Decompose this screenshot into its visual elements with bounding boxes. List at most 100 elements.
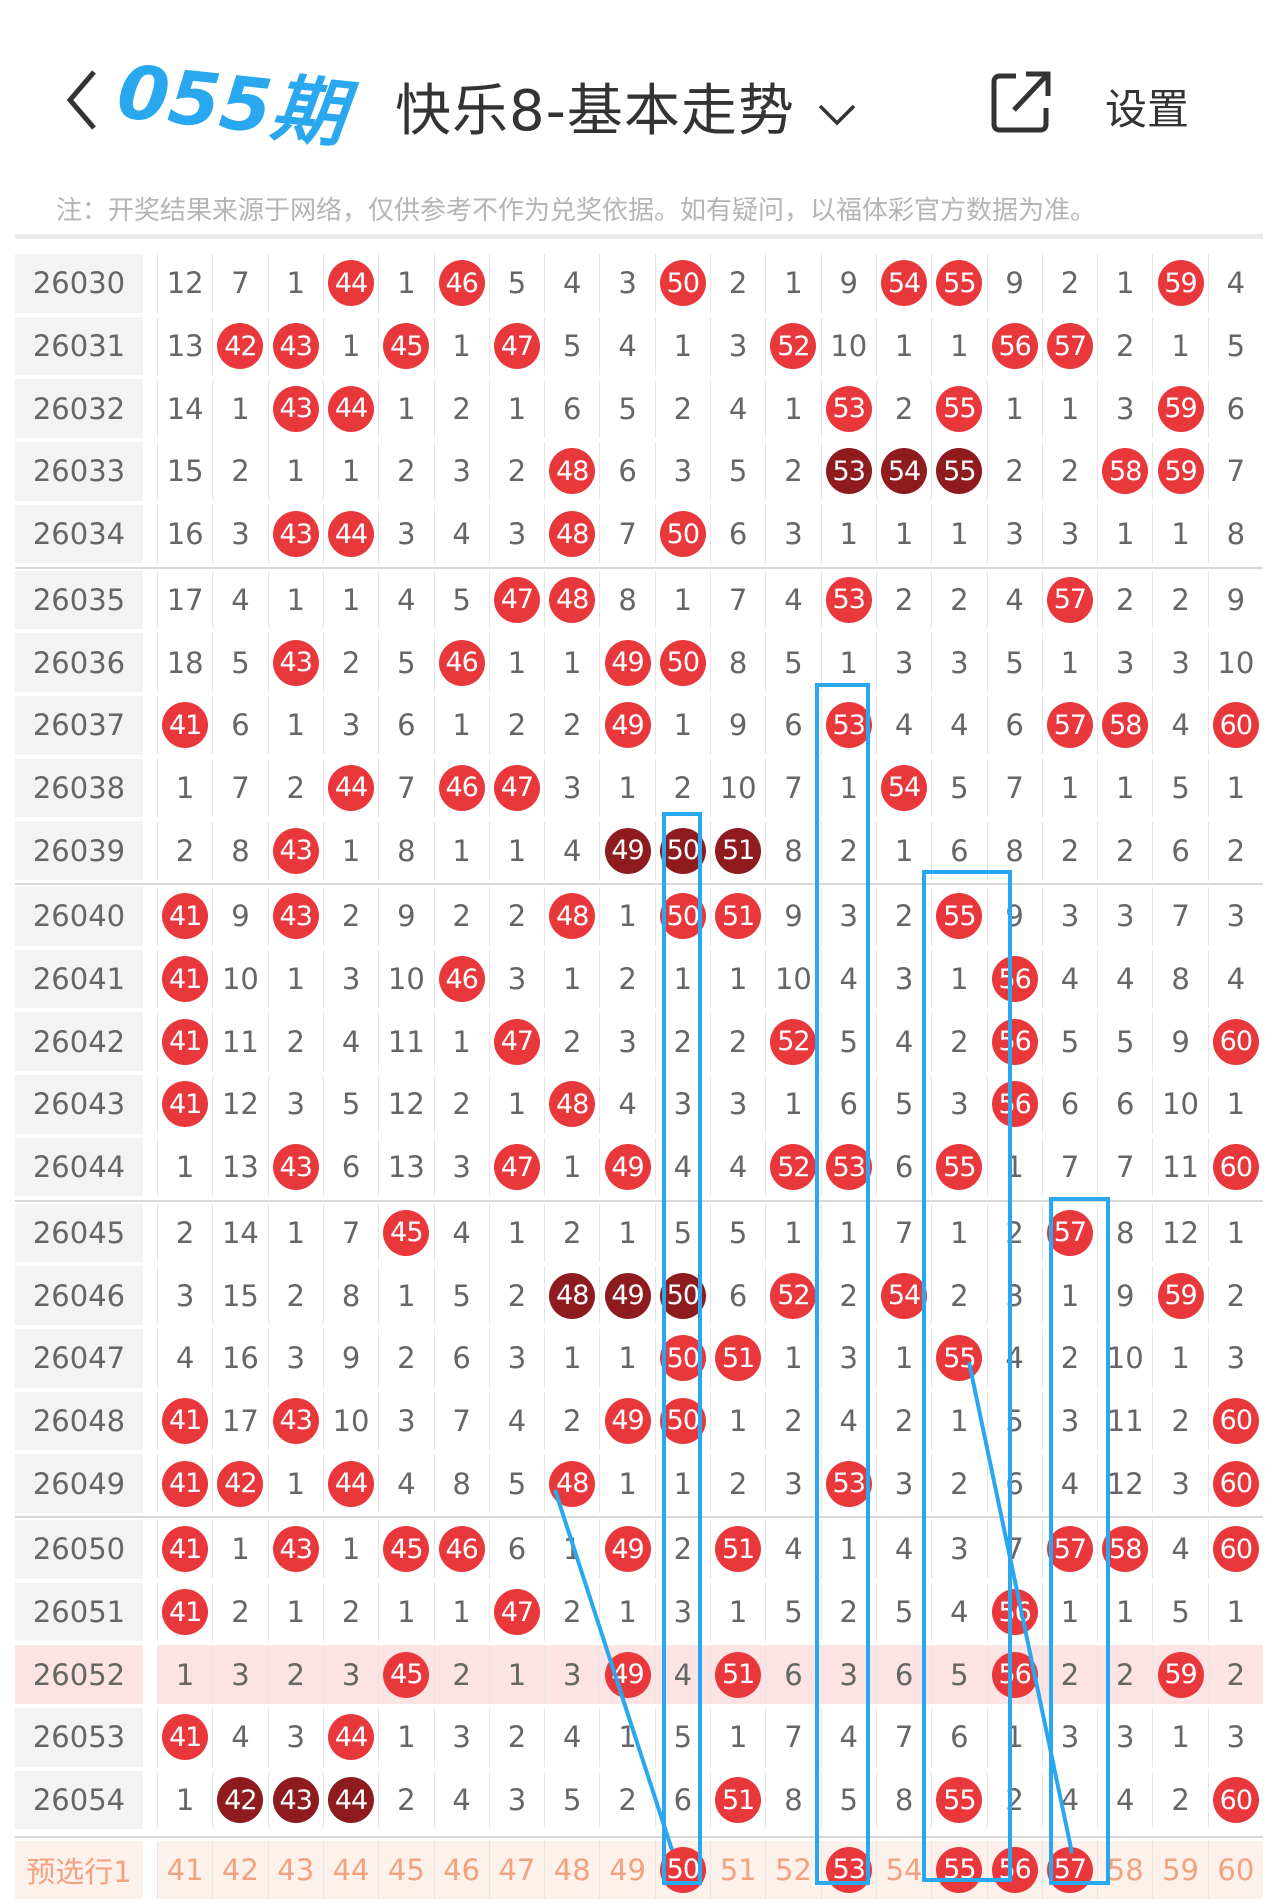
hit-ball: 43 bbox=[272, 323, 319, 370]
hit-ball: 48 bbox=[549, 1081, 596, 1128]
page-title-dropdown[interactable]: 快乐8-基本走势 bbox=[395, 66, 857, 147]
hit-ball: 51 bbox=[715, 1777, 762, 1824]
hit-ball: 44 bbox=[328, 1714, 375, 1761]
period-label: 26034 bbox=[15, 504, 143, 564]
table-cell: 1 bbox=[820, 633, 876, 692]
table-cell: 6 bbox=[765, 695, 820, 755]
horizontal-scrollbar[interactable] bbox=[15, 234, 1263, 239]
table-cell: 1 bbox=[1207, 1582, 1263, 1642]
table-cell: 3 bbox=[1041, 887, 1097, 946]
table-cell: 6 bbox=[654, 1770, 710, 1830]
table-cell: 47 bbox=[488, 758, 544, 818]
table-cell: 1 bbox=[1207, 1203, 1263, 1263]
hit-ball: 55 bbox=[936, 260, 983, 307]
table-cell: 3 bbox=[157, 1266, 212, 1325]
table-cell: 54 bbox=[875, 442, 931, 501]
period-label: 26041 bbox=[15, 949, 143, 1009]
table-cell: 48 bbox=[544, 887, 599, 946]
table-cell: 1 bbox=[544, 1328, 599, 1388]
share-icon[interactable] bbox=[990, 68, 1052, 134]
table-cell: 44 bbox=[322, 1840, 378, 1900]
table-cell: 2 bbox=[1097, 570, 1152, 630]
hit-ball: 53 bbox=[825, 702, 872, 749]
table-cell: 13 bbox=[157, 316, 212, 376]
table-cell: 58 bbox=[1097, 695, 1152, 755]
table-cell: 47 bbox=[488, 1840, 544, 1900]
table-cell: 1 bbox=[1097, 758, 1152, 818]
table-cell: 5 bbox=[433, 570, 489, 630]
table-cell: 42 bbox=[212, 316, 267, 376]
table-cell: 10 bbox=[1097, 1328, 1152, 1388]
table-cell: 1 bbox=[267, 949, 323, 1009]
table-cell: 45 bbox=[378, 1203, 433, 1263]
table-cell: 1 bbox=[267, 254, 323, 313]
table-cell: 5 bbox=[212, 633, 267, 692]
table-cell: 1 bbox=[488, 379, 544, 439]
table-cell: 46 bbox=[433, 1520, 489, 1579]
table-cell: 43 bbox=[267, 1391, 323, 1451]
table-cell: 3 bbox=[488, 1328, 544, 1388]
table-cell: 53 bbox=[820, 1840, 876, 1900]
table-cell: 2 bbox=[1152, 570, 1207, 630]
table-cell: 4 bbox=[1207, 949, 1263, 1009]
table-cell: 1 bbox=[1152, 1708, 1207, 1767]
table-cell: 4 bbox=[378, 570, 433, 630]
page-title: 快乐8-基本走势 bbox=[395, 79, 795, 144]
hit-ball: 48 bbox=[549, 576, 596, 623]
table-cell: 3 bbox=[433, 1708, 489, 1767]
table-cell: 2 bbox=[1041, 254, 1097, 313]
table-cell: 6 bbox=[710, 1266, 765, 1325]
table-cell: 50 bbox=[654, 254, 710, 313]
table-cell: 1 bbox=[378, 1582, 433, 1642]
table-cell: 1 bbox=[599, 1582, 654, 1642]
period-label: 26050 bbox=[15, 1520, 143, 1579]
table-cell: 2 bbox=[1207, 821, 1263, 880]
hit-ball: 43 bbox=[272, 1526, 319, 1573]
chevron-down-icon bbox=[818, 104, 856, 126]
table-cell: 1 bbox=[322, 316, 378, 376]
table-cell: 1 bbox=[1041, 1582, 1097, 1642]
table-cell: 18 bbox=[157, 633, 212, 692]
table-cell: 2 bbox=[1041, 442, 1097, 501]
hit-ball: 47 bbox=[493, 1589, 540, 1636]
settings-button[interactable]: 设置 bbox=[1105, 85, 1190, 134]
hit-ball: 56 bbox=[991, 1846, 1038, 1893]
table-cell: 7 bbox=[875, 1203, 931, 1263]
table-cell: 7 bbox=[986, 758, 1042, 818]
table-cell: 3 bbox=[986, 504, 1042, 564]
table-cell: 58 bbox=[1097, 442, 1152, 501]
hit-ball: 50 bbox=[659, 260, 706, 307]
table-cell: 44 bbox=[322, 1454, 378, 1513]
table-cell: 49 bbox=[599, 633, 654, 692]
table-cell: 9 bbox=[986, 254, 1042, 313]
table-cell: 2 bbox=[488, 1708, 544, 1767]
table-cell: 5 bbox=[488, 254, 544, 313]
table-cell: 8 bbox=[765, 1770, 820, 1830]
hit-ball: 56 bbox=[991, 956, 1038, 1003]
table-cell: 1 bbox=[875, 316, 931, 376]
hit-ball: 42 bbox=[217, 1460, 264, 1507]
table-cell: 60 bbox=[1207, 1137, 1263, 1197]
table-cell: 54 bbox=[875, 758, 931, 818]
table-cell: 2 bbox=[378, 442, 433, 501]
table-cell: 2 bbox=[654, 1012, 710, 1072]
table-cell: 8 bbox=[1152, 949, 1207, 1009]
period-label: 26030 bbox=[15, 254, 143, 313]
table-cell: 2 bbox=[931, 570, 986, 630]
table-cell: 2 bbox=[378, 1770, 433, 1830]
hit-ball: 48 bbox=[549, 1460, 596, 1507]
table-cell: 56 bbox=[986, 1012, 1042, 1072]
table-cell: 41 bbox=[157, 1520, 212, 1579]
period-label: 26053 bbox=[15, 1708, 143, 1767]
table-cell: 7 bbox=[1097, 1137, 1152, 1197]
hit-ball: 53 bbox=[825, 576, 872, 623]
table-cell: 2 bbox=[488, 1266, 544, 1325]
hit-ball: 55 bbox=[936, 1144, 983, 1191]
table-cell: 1 bbox=[322, 1520, 378, 1579]
chevron-left-icon[interactable] bbox=[62, 68, 102, 132]
hit-ball: 59 bbox=[1157, 385, 1204, 432]
table-cell: 6 bbox=[1097, 1075, 1152, 1134]
table-cell: 4 bbox=[1152, 1520, 1207, 1579]
hit-ball: 60 bbox=[1212, 1397, 1259, 1444]
table-cell: 3 bbox=[599, 1012, 654, 1072]
